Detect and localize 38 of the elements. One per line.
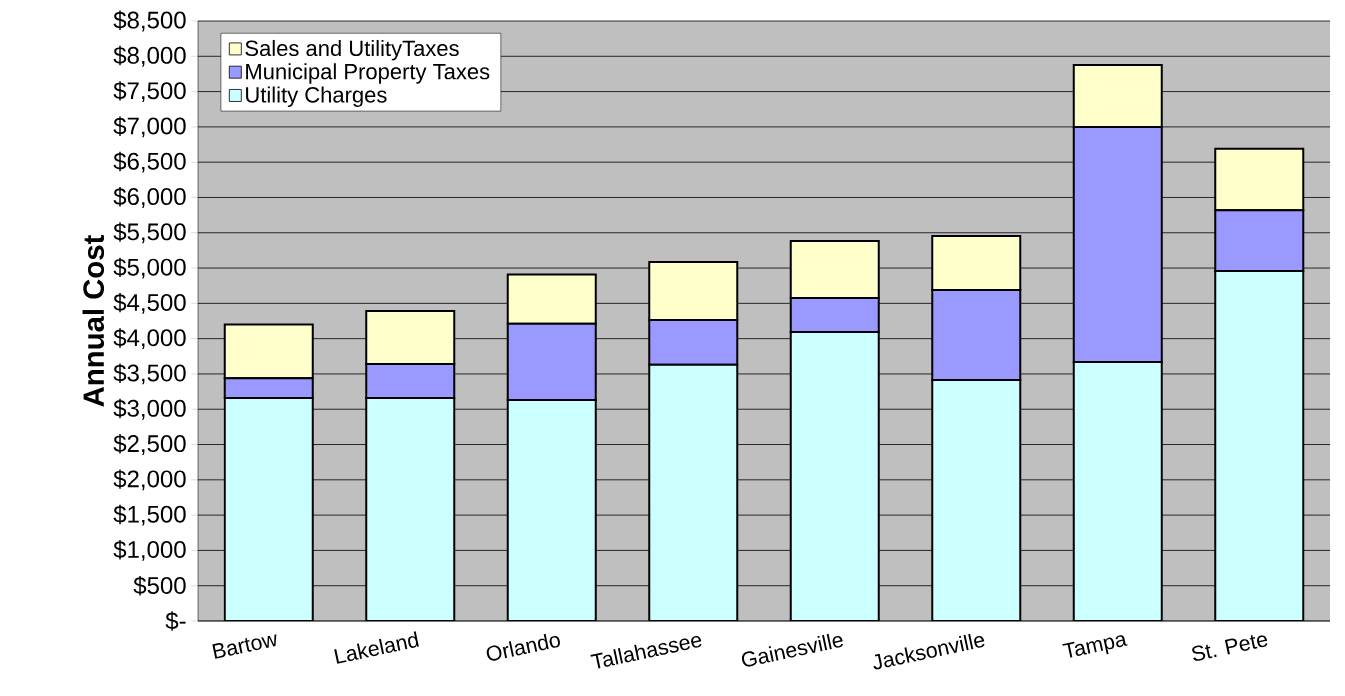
y-tick-label: $5,500: [113, 222, 186, 244]
y-tick-label: $5,000: [113, 257, 186, 279]
bar: [1072, 360, 1163, 621]
bar: [506, 399, 597, 621]
bar: [931, 378, 1022, 621]
x-tick-label: Jacksonville: [873, 633, 985, 670]
y-tick-label: $1,000: [113, 539, 186, 561]
y-axis-title: Annual Cost: [82, 235, 105, 407]
y-tick-label: $3,500: [113, 363, 186, 385]
y-tick-label: $8,500: [113, 10, 186, 32]
bar: [648, 363, 739, 621]
y-tick-label: $2,000: [113, 469, 186, 491]
y-tick-label: $6,500: [113, 151, 186, 173]
x-tick-label: Gainesville: [741, 633, 844, 667]
y-tick-label: $1,500: [113, 504, 186, 526]
bar: [789, 330, 880, 621]
y-tick-label: $2,500: [113, 434, 186, 455]
legend-label: Utility Charges: [246, 86, 387, 107]
y-tick-label: $8,000: [113, 45, 186, 67]
y-tick-label: $7,500: [113, 81, 186, 103]
y-tick-label: $3,000: [113, 398, 186, 420]
y-tick-label: $4,500: [113, 292, 186, 314]
bar: [223, 396, 314, 621]
y-tick-label: $500: [133, 575, 186, 596]
bar: [365, 396, 456, 621]
x-tick-label: Tallahassee: [590, 636, 702, 669]
legend-label: Municipal Property Taxes: [246, 63, 490, 84]
x-tick-label: Tampa: [1062, 635, 1128, 658]
y-tick-label: $-: [165, 611, 186, 631]
y-tick-label: $6,000: [113, 187, 186, 208]
legend-label: Sales and UtilityTaxes: [245, 39, 459, 61]
y-tick-label: $7,000: [113, 116, 186, 138]
x-tick-label: Bartow: [212, 634, 277, 659]
bar: [1214, 269, 1305, 621]
x-tick-label: St. Pete: [1192, 635, 1268, 661]
x-tick-label: Lakeland: [334, 631, 419, 664]
y-tick-label: $4,000: [113, 328, 186, 350]
x-tick-label: Orlando: [486, 633, 560, 661]
